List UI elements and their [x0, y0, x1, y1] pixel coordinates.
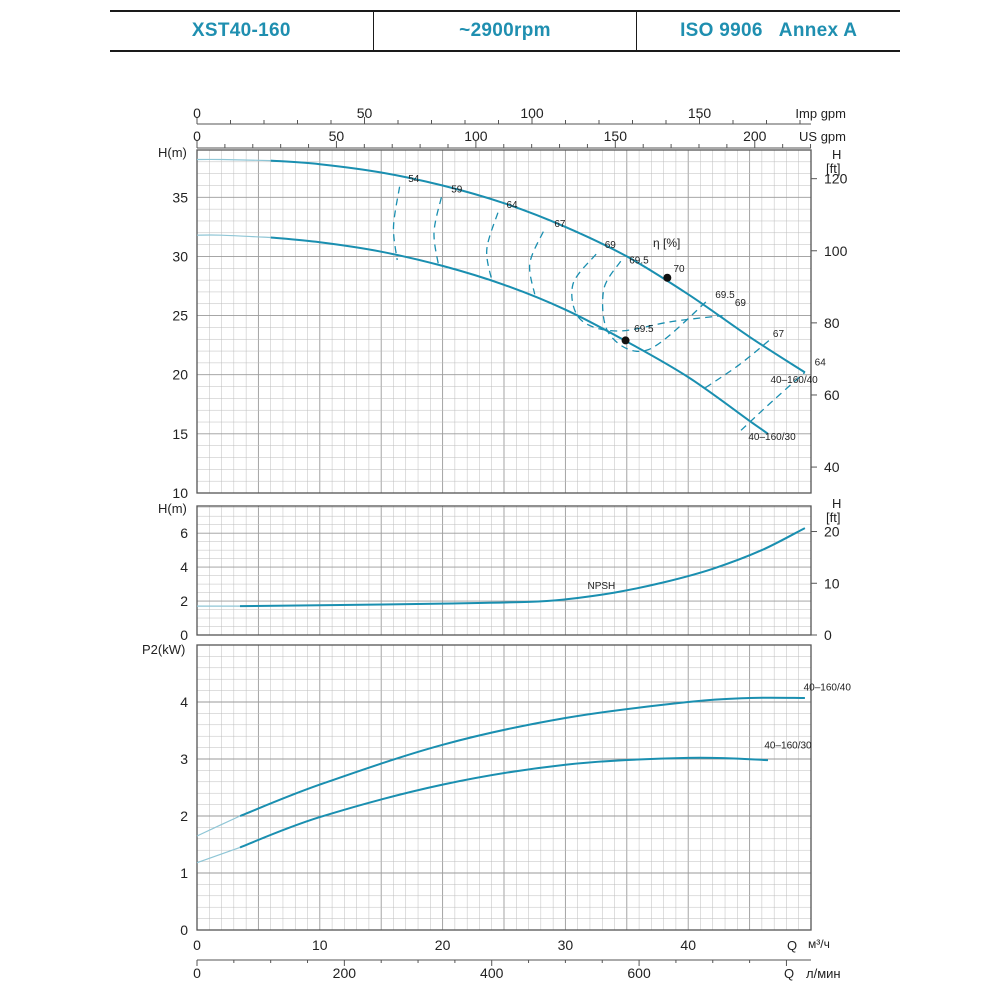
imp-gpm-label: Imp gpm	[795, 106, 846, 121]
head-ylabel-right: H	[832, 147, 841, 162]
efficiency-contour-64	[486, 212, 499, 281]
head-ytick-right: 60	[824, 387, 840, 403]
us-gpm-tick: 0	[193, 128, 201, 144]
efficiency-label: 64	[506, 200, 518, 211]
lmin-tick: 400	[480, 965, 504, 981]
npsh-ylabel: H(m)	[158, 501, 187, 516]
head-ytick-right: 80	[824, 315, 840, 331]
head-ytick: 25	[172, 308, 188, 324]
npsh-ylabel-right: H	[832, 496, 841, 511]
best-efficiency-point	[621, 336, 630, 345]
us-gpm-tick: 100	[464, 128, 488, 144]
lmin-tick: 200	[333, 965, 357, 981]
head-ytick: 15	[172, 426, 188, 442]
efficiency-label: 64	[815, 357, 827, 368]
npsh-curve-label: NPSH	[588, 581, 616, 592]
head-ytick: 35	[172, 189, 188, 205]
efficiency-contour-64	[740, 371, 806, 431]
npsh-ytick-right: 20	[824, 524, 840, 540]
head-ytick-right: 100	[824, 243, 848, 259]
lmin-q-label: Q	[784, 966, 794, 981]
standard-label: ISO 9906 Annex A	[636, 12, 900, 50]
us-gpm-tick: 50	[329, 128, 345, 144]
imp-gpm-tick: 150	[688, 105, 712, 121]
head-ytick: 20	[172, 367, 188, 383]
us-gpm-label: US gpm	[799, 129, 846, 144]
lmin-tick: 600	[627, 965, 651, 981]
npsh-ytick: 2	[180, 593, 188, 609]
efficiency-contour-67	[528, 231, 544, 295]
efficiency-label: 67	[554, 219, 566, 230]
head-ytick: 30	[172, 248, 188, 264]
npsh-series-npsh	[239, 527, 806, 608]
head-series-lead-0	[196, 158, 271, 162]
head-series-40-160-30	[270, 236, 769, 435]
head-curve-label: 40–160/30	[748, 432, 796, 443]
power-ytick: 3	[180, 751, 188, 767]
best-efficiency-point	[663, 273, 672, 282]
head-ylabel: H(m)	[158, 145, 187, 160]
lmin-unit-label: л/мин	[806, 966, 841, 981]
efficiency-label: 69.5	[629, 256, 649, 267]
power-series-lead-1	[196, 846, 241, 864]
power-ytick: 1	[180, 865, 188, 881]
power-series-40-160-40	[239, 696, 805, 817]
speed-label: ~2900rpm	[372, 12, 637, 50]
lmin-tick: 0	[193, 965, 201, 981]
power-ytick: 0	[180, 922, 188, 938]
power-series-40-160-30	[239, 756, 769, 849]
m3h-tick: 10	[312, 937, 328, 953]
model-label: XST40-160	[191, 20, 291, 41]
head-ytick-right: 120	[824, 171, 848, 187]
efficiency-contour-67	[705, 338, 771, 389]
power-curve-label: 40–160/40	[804, 683, 852, 694]
efficiency-label: 69.5	[634, 324, 654, 335]
head-frame	[196, 149, 812, 494]
efficiency-contour-69-5	[601, 260, 708, 352]
power-ytick: 4	[180, 694, 188, 710]
power-frame	[196, 644, 812, 931]
efficiency-label: 69	[735, 298, 747, 309]
us-gpm-tick: 150	[604, 128, 628, 144]
m3h-q-label: Q	[787, 938, 797, 953]
m3h-tick: 30	[558, 937, 574, 953]
efficiency-label: 59	[451, 185, 463, 196]
efficiency-label: 54	[408, 174, 420, 185]
m3h-unit-label: м³/ч	[808, 937, 830, 951]
npsh-frame	[196, 505, 812, 636]
npsh-ytick-right: 10	[824, 575, 840, 591]
us-gpm-tick: 200	[743, 128, 767, 144]
npsh-ytick: 4	[180, 559, 188, 575]
m3h-tick: 20	[435, 937, 451, 953]
imp-gpm-tick: 100	[520, 105, 544, 121]
npsh-ytick-right: 0	[824, 627, 832, 643]
head-ytick: 10	[172, 485, 188, 501]
npsh-ytick: 6	[180, 525, 188, 541]
power-ytick: 2	[180, 808, 188, 824]
efficiency-contour-54	[392, 186, 401, 261]
imp-gpm-tick: 50	[357, 105, 373, 121]
efficiency-label: 70	[673, 264, 685, 275]
efficiency-label: 69	[605, 240, 617, 251]
efficiency-label: 69.5	[715, 290, 735, 301]
efficiency-axis-label: η [%]	[653, 236, 680, 250]
head-curve-label: 40–160/40	[770, 375, 818, 386]
chart-header: XST40-160 ~2900rpm ISO 9906 Annex A	[110, 10, 900, 52]
head-series-40-160-40	[270, 159, 806, 374]
head-series-lead-1	[196, 234, 271, 239]
power-series-lead-0	[196, 815, 241, 837]
imp-gpm-tick: 0	[193, 105, 201, 121]
npsh-ylabel-right-unit: [ft]	[826, 510, 840, 525]
npsh-ytick: 0	[180, 627, 188, 643]
m3h-tick: 40	[680, 937, 696, 953]
head-ylabel-right-unit: [ft]	[826, 161, 840, 176]
power-curve-label: 40–160/30	[764, 741, 812, 752]
head-ytick-right: 40	[824, 459, 840, 475]
power-ylabel: P2(kW)	[142, 642, 185, 657]
m3h-tick: 0	[193, 937, 201, 953]
efficiency-contour-59	[433, 197, 443, 268]
efficiency-label: 67	[773, 329, 785, 340]
